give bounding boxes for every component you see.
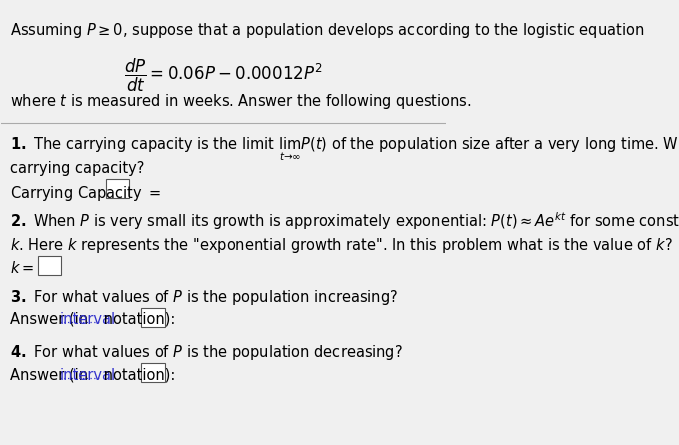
Text: $\mathbf{1.}$ The carrying capacity is the limit $\lim_{t \to \infty} P(t)$ of t: $\mathbf{1.}$ The carrying capacity is t… (10, 136, 679, 163)
Text: Carrying Capacity $=$: Carrying Capacity $=$ (10, 184, 162, 202)
Text: $\mathbf{2.}$ When $P$ is very small its growth is approximately exponential: $P: $\mathbf{2.}$ When $P$ is very small its… (10, 210, 679, 232)
FancyBboxPatch shape (38, 256, 61, 275)
Text: notation):: notation): (99, 312, 176, 327)
Text: $\dfrac{dP}{dt} = 0.06P - 0.00012P^2$: $\dfrac{dP}{dt} = 0.06P - 0.00012P^2$ (124, 57, 323, 94)
Text: $\mathbf{4.}$ For what values of $P$ is the population decreasing?: $\mathbf{4.}$ For what values of $P$ is … (10, 343, 403, 362)
Text: Assuming $P \geq 0$, suppose that a population develops according to the logisti: Assuming $P \geq 0$, suppose that a popu… (10, 21, 644, 40)
FancyBboxPatch shape (141, 364, 164, 382)
Text: $k$. Here $k$ represents the "exponential growth rate". In this problem what is : $k$. Here $k$ represents the "exponentia… (10, 236, 673, 255)
FancyBboxPatch shape (141, 307, 164, 327)
Text: where $t$ is measured in weeks. Answer the following questions.: where $t$ is measured in weeks. Answer t… (10, 92, 472, 111)
Text: interval: interval (60, 312, 115, 327)
Text: $\mathbf{3.}$ For what values of $P$ is the population increasing?: $\mathbf{3.}$ For what values of $P$ is … (10, 288, 398, 307)
Text: interval: interval (60, 368, 115, 383)
FancyBboxPatch shape (107, 179, 130, 198)
Text: Answer (in: Answer (in (10, 312, 93, 327)
Text: carrying capacity?: carrying capacity? (10, 162, 145, 177)
Text: notation):: notation): (99, 368, 176, 383)
Text: Answer (in: Answer (in (10, 368, 93, 383)
Text: $k =$: $k =$ (10, 260, 34, 276)
